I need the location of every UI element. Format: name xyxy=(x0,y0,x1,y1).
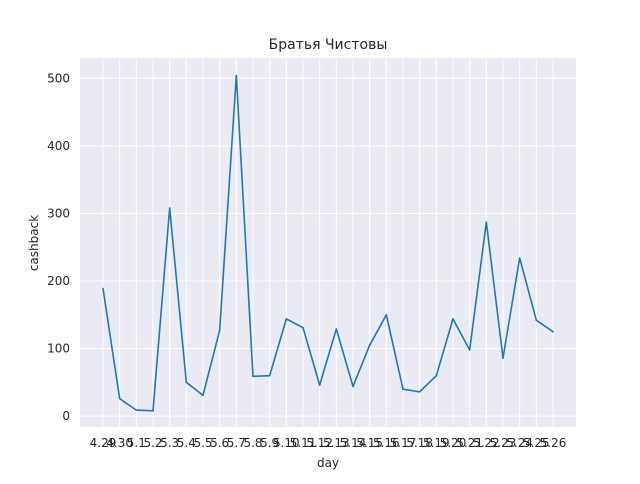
x-tick-label: 4.30 xyxy=(106,436,133,450)
x-tick-label: 5.10 xyxy=(273,436,300,450)
data-point-5.25 xyxy=(535,319,538,322)
data-point-5.9 xyxy=(268,374,271,377)
data-points xyxy=(102,74,554,412)
data-point-5.11 xyxy=(302,326,304,329)
x-tick-label: 5.2 xyxy=(143,436,162,450)
y-tick-label: 300 xyxy=(47,206,70,220)
x-tick-label: 5.15 xyxy=(356,436,383,450)
x-tick-label: 5.3 xyxy=(160,436,179,450)
x-tick-label: 4.29 xyxy=(90,436,117,450)
horizontal-gridlines xyxy=(80,77,576,417)
y-tick-label: 100 xyxy=(47,342,70,356)
plot-background xyxy=(80,58,576,427)
x-tick-label: 5.23 xyxy=(490,436,517,450)
x-tick-label: 5.6 xyxy=(210,436,229,450)
x-tick-label: 5.4 xyxy=(177,436,196,450)
x-tick-label: 5.25 xyxy=(523,436,550,450)
y-tick-label: 0 xyxy=(62,409,70,423)
y-tick-labels: 0 100 200 300 400 500 xyxy=(47,71,70,423)
y-tick-label: 500 xyxy=(47,71,70,85)
x-tick-label: 5.21 xyxy=(456,436,483,450)
data-point-5.7 xyxy=(235,74,238,77)
data-point-5.23 xyxy=(502,357,504,359)
data-point-5.2 xyxy=(152,409,154,412)
data-point-5.6 xyxy=(218,329,221,332)
data-point-5.5 xyxy=(202,394,204,397)
x-tick-label: 5.13 xyxy=(323,436,350,450)
x-tick-label: 5.18 xyxy=(406,436,433,450)
x-tick-label: 5.14 xyxy=(340,436,367,450)
series-line xyxy=(102,74,554,412)
vertical-gridlines xyxy=(102,58,554,427)
data-point-5.8 xyxy=(252,375,254,378)
x-tick-label: 5.1 xyxy=(127,436,146,450)
data-point-5.10 xyxy=(285,318,288,320)
x-tick-label: 5.20 xyxy=(440,436,467,450)
y-axis-label: cashback xyxy=(27,215,41,271)
x-tick-labels: 4.294.305.15.25.35.45.55.65.75.85.95.105… xyxy=(90,436,567,450)
data-point-4.29 xyxy=(102,287,104,290)
data-point-5.22 xyxy=(485,221,488,224)
data-point-5.17 xyxy=(402,388,404,390)
data-point-5.13 xyxy=(335,328,338,330)
data-point-5.1 xyxy=(135,409,138,411)
x-tick-label: 5.11 xyxy=(290,436,317,450)
data-point-5.12 xyxy=(318,384,321,386)
data-point-5.15 xyxy=(368,344,371,347)
data-point-5.16 xyxy=(385,314,388,316)
data-point-5.14 xyxy=(352,385,354,388)
x-tick-label: 5.8 xyxy=(243,436,262,450)
data-point-5.18 xyxy=(418,391,421,393)
data-point-5.21 xyxy=(468,349,471,351)
y-tick-label: 400 xyxy=(47,139,70,153)
data-point-5.20 xyxy=(452,318,454,320)
x-tick-label: 5.17 xyxy=(390,436,417,450)
chart-title: Братья Чистовы xyxy=(269,37,388,53)
x-axis-label: day xyxy=(317,456,339,470)
x-tick-label: 5.9 xyxy=(260,436,279,450)
x-tick-label: 5.7 xyxy=(227,436,246,450)
data-point-5.4 xyxy=(185,381,188,384)
y-tick-label: 200 xyxy=(47,274,70,288)
data-point-5.19 xyxy=(435,374,438,377)
data-point-5.26 xyxy=(552,330,554,333)
x-tick-label: 5.22 xyxy=(473,436,500,450)
x-tick-label: 5.12 xyxy=(306,436,333,450)
data-point-5.3 xyxy=(168,207,171,209)
x-tick-label: 5.24 xyxy=(506,436,533,450)
x-tick-label: 5.16 xyxy=(373,436,400,450)
data-point-5.24 xyxy=(518,257,521,259)
x-tick-label: 5.5 xyxy=(193,436,212,450)
x-tick-label: 5.26 xyxy=(540,436,567,450)
x-tick-label: 5.19 xyxy=(423,436,450,450)
data-point-4.30 xyxy=(118,397,121,400)
